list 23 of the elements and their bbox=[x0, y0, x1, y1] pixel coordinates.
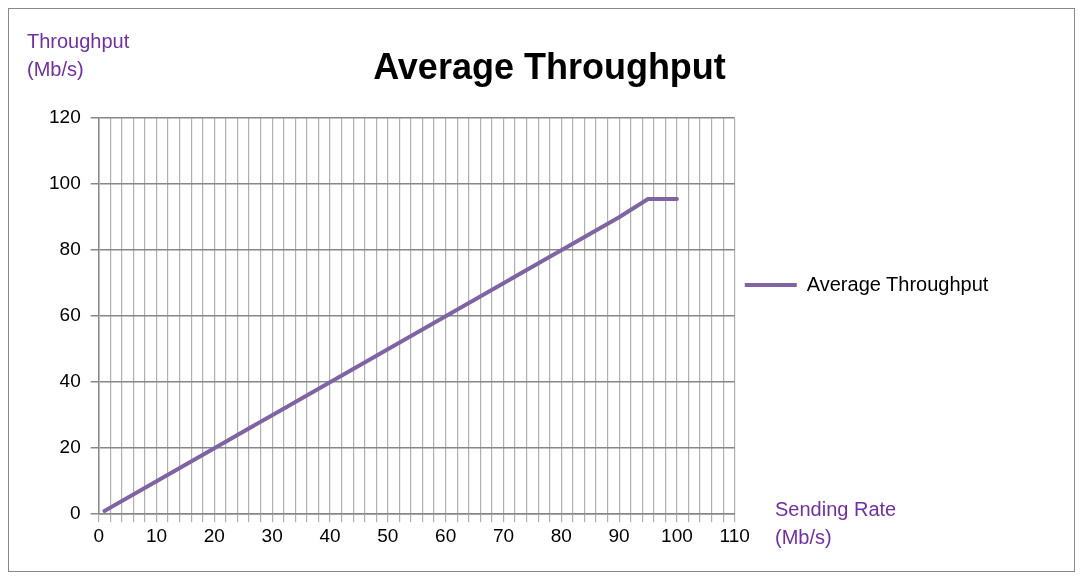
x-tick-label: 20 bbox=[203, 524, 225, 546]
y-tick-label: 40 bbox=[59, 370, 81, 392]
x-tick-label: 40 bbox=[319, 524, 341, 546]
x-tick-label: 70 bbox=[492, 524, 515, 546]
y-tick-label: 0 bbox=[70, 502, 81, 524]
x-tick-label: 60 bbox=[435, 524, 457, 546]
x-tick-label: 50 bbox=[377, 524, 399, 546]
x-tick-label: 0 bbox=[93, 524, 104, 546]
x-tick-label: 110 bbox=[719, 524, 750, 546]
y-tick-label: 100 bbox=[49, 172, 81, 194]
x-tick-label: 10 bbox=[145, 524, 168, 546]
y-tick-label: 20 bbox=[59, 436, 81, 458]
y-tick-label: 60 bbox=[59, 304, 81, 326]
y-tick-label: 120 bbox=[49, 106, 81, 128]
x-tick-label: 80 bbox=[550, 524, 572, 546]
legend-label: Average Throughput bbox=[806, 272, 989, 295]
x-tick-label: 100 bbox=[661, 524, 693, 546]
y-tick-label: 80 bbox=[59, 238, 81, 260]
x-tick-label: 90 bbox=[608, 524, 630, 546]
chart-title: Average Throughput bbox=[373, 45, 726, 87]
x-axis-title: Sending Rate (Mb/s) bbox=[775, 497, 897, 550]
y-axis-title: Throughput (Mb/s) bbox=[27, 29, 130, 82]
x-tick-label: 30 bbox=[261, 524, 283, 546]
